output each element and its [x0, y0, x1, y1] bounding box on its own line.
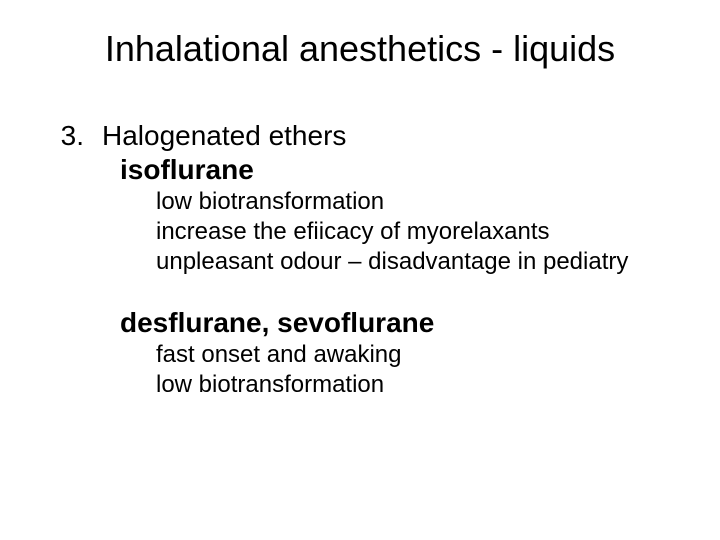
slide-title: Inhalational anesthetics - liquids — [0, 28, 720, 70]
drug-desflurane-sevoflurane-point-2: low biotransformation — [156, 370, 680, 400]
drug-isoflurane-name: isoflurane — [120, 152, 680, 187]
slide-body: 3. Halogenated ethers isoflurane low bio… — [40, 120, 680, 400]
spacer — [40, 277, 680, 305]
list-number: 3. — [40, 120, 102, 152]
list-item-3-heading: Halogenated ethers — [102, 120, 346, 152]
list-item-3: 3. Halogenated ethers — [40, 120, 680, 152]
drug-isoflurane-point-1: low biotransformation — [156, 187, 680, 217]
drug-isoflurane-point-2: increase the efiicacy of myorelaxants — [156, 217, 680, 247]
slide: Inhalational anesthetics - liquids 3. Ha… — [0, 0, 720, 540]
drug-desflurane-sevoflurane-name: desflurane, sevoflurane — [120, 305, 680, 340]
drug-desflurane-sevoflurane-point-1: fast onset and awaking — [156, 340, 680, 370]
drug-isoflurane-point-3: unpleasant odour – disadvantage in pedia… — [156, 247, 680, 277]
